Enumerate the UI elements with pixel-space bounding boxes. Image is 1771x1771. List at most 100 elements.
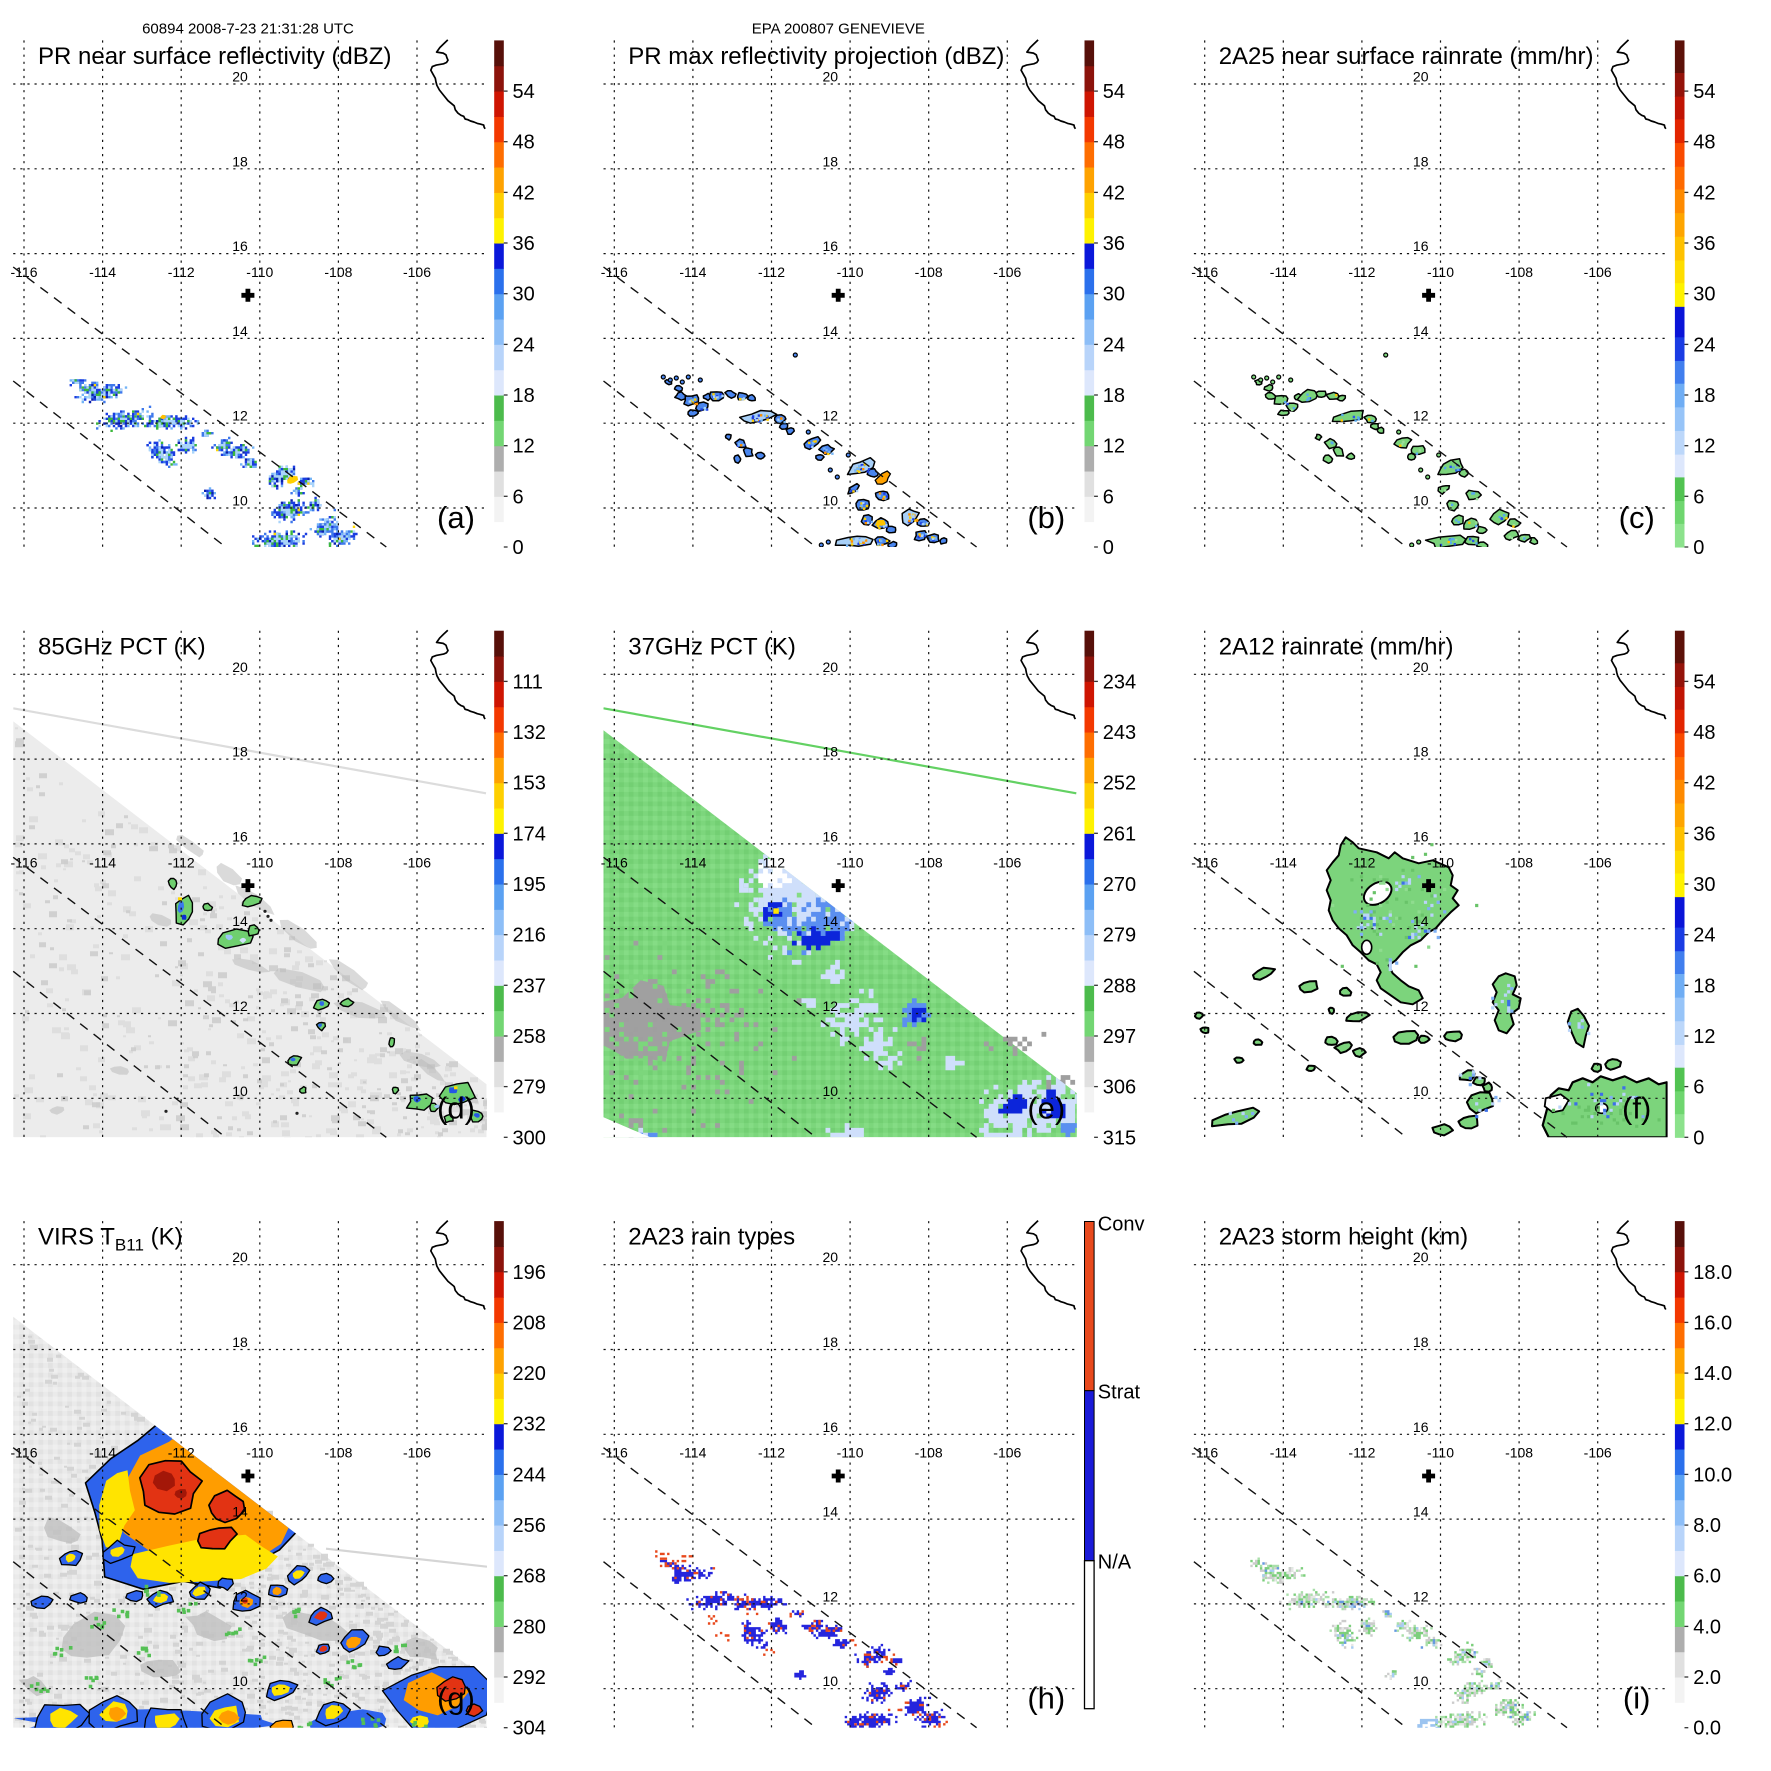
svg-text:132: 132 (513, 722, 546, 744)
svg-text:14: 14 (823, 323, 839, 339)
svg-text:36: 36 (513, 233, 535, 255)
svg-text:18: 18 (1693, 975, 1715, 997)
svg-text:24: 24 (1693, 925, 1715, 947)
svg-text:14: 14 (232, 913, 248, 929)
svg-text:Conv: Conv (1098, 1214, 1145, 1236)
svg-text:-114: -114 (1270, 264, 1297, 280)
svg-text:10: 10 (1413, 493, 1429, 509)
svg-text:10: 10 (823, 1673, 839, 1689)
svg-text:-106: -106 (993, 854, 1021, 870)
svg-text:18: 18 (1413, 153, 1429, 169)
svg-text:(f): (f) (1622, 1090, 1651, 1125)
svg-text:18: 18 (232, 744, 248, 760)
svg-text:18: 18 (823, 744, 839, 760)
svg-text:18: 18 (823, 153, 839, 169)
svg-text:-114: -114 (1270, 854, 1297, 870)
svg-text:-114: -114 (89, 264, 116, 280)
svg-text:-116: -116 (11, 264, 38, 280)
svg-text:-108: -108 (1505, 854, 1533, 870)
svg-text:244: 244 (513, 1464, 546, 1486)
svg-text:10: 10 (1413, 1673, 1429, 1689)
svg-text:-106: -106 (993, 264, 1021, 280)
svg-text:258: 258 (513, 1026, 546, 1048)
svg-text:0: 0 (1693, 537, 1704, 559)
svg-text:-106: -106 (993, 1445, 1021, 1461)
svg-text:-110: -110 (837, 264, 864, 280)
svg-text:-108: -108 (324, 264, 352, 280)
svg-text:EPA 200807 GENEVIEVE: EPA 200807 GENEVIEVE (752, 21, 925, 38)
svg-text:-112: -112 (1348, 854, 1375, 870)
svg-text:Strat: Strat (1098, 1382, 1141, 1404)
svg-text:20: 20 (823, 659, 839, 675)
svg-text:-108: -108 (1505, 264, 1533, 280)
svg-text:268: 268 (513, 1566, 546, 1588)
svg-text:24: 24 (513, 334, 535, 356)
svg-text:261: 261 (1103, 823, 1136, 845)
svg-text:-112: -112 (758, 1445, 785, 1461)
svg-text:16: 16 (823, 238, 839, 254)
svg-text:18: 18 (1693, 385, 1715, 407)
svg-text:-112: -112 (758, 854, 785, 870)
svg-text:42: 42 (513, 182, 535, 204)
svg-text:PR max reflectivity projection: PR max reflectivity projection (dBZ) (628, 43, 1004, 70)
svg-text:36: 36 (1693, 233, 1715, 255)
svg-text:-116: -116 (1191, 854, 1218, 870)
svg-text:20: 20 (1413, 69, 1429, 85)
svg-text:-108: -108 (915, 264, 943, 280)
svg-text:42: 42 (1103, 182, 1125, 204)
svg-text:54: 54 (1103, 81, 1125, 103)
svg-text:-110: -110 (246, 854, 273, 870)
svg-text:-114: -114 (89, 1445, 116, 1461)
svg-text:0.0: 0.0 (1693, 1718, 1721, 1740)
svg-text:237: 237 (513, 975, 546, 997)
svg-text:16: 16 (232, 1419, 248, 1435)
svg-text:16: 16 (232, 828, 248, 844)
svg-text:12: 12 (232, 1588, 248, 1604)
svg-text:54: 54 (513, 81, 535, 103)
svg-text:-116: -116 (601, 264, 628, 280)
svg-text:48: 48 (1693, 722, 1715, 744)
svg-text:16: 16 (232, 238, 248, 254)
svg-text:-106: -106 (1584, 854, 1612, 870)
svg-text:14: 14 (823, 1504, 839, 1520)
svg-text:16: 16 (823, 828, 839, 844)
svg-text:6: 6 (1693, 1077, 1704, 1099)
svg-text:(i): (i) (1623, 1681, 1651, 1716)
svg-text:12.0: 12.0 (1693, 1414, 1732, 1436)
svg-text:6.0: 6.0 (1693, 1566, 1721, 1588)
svg-text:2A25 near surface rainrate (mm: 2A25 near surface rainrate (mm/hr) (1219, 43, 1594, 70)
svg-text:-114: -114 (679, 1445, 706, 1461)
svg-text:-116: -116 (601, 1445, 628, 1461)
svg-text:306: 306 (1103, 1077, 1136, 1099)
svg-text:292: 292 (513, 1667, 546, 1689)
svg-text:20: 20 (232, 69, 248, 85)
svg-text:2A12 rainrate (mm/hr): 2A12 rainrate (mm/hr) (1219, 633, 1454, 660)
svg-text:270: 270 (1103, 874, 1136, 896)
svg-text:-110: -110 (246, 264, 273, 280)
svg-text:85GHz PCT (K): 85GHz PCT (K) (38, 633, 206, 660)
svg-text:-110: -110 (246, 1445, 273, 1461)
svg-text:6: 6 (513, 486, 524, 508)
svg-text:20: 20 (232, 1249, 248, 1265)
svg-text:-112: -112 (168, 264, 195, 280)
svg-text:12: 12 (1413, 408, 1429, 424)
svg-text:12: 12 (1413, 998, 1429, 1014)
svg-text:30: 30 (1103, 284, 1125, 306)
svg-text:279: 279 (513, 1077, 546, 1099)
svg-text:54: 54 (1693, 671, 1715, 693)
svg-text:18: 18 (232, 1334, 248, 1350)
svg-text:16: 16 (1413, 1419, 1429, 1435)
svg-text:300: 300 (513, 1127, 546, 1149)
svg-text:-106: -106 (403, 854, 431, 870)
svg-text:12: 12 (1693, 436, 1715, 458)
svg-text:-112: -112 (758, 264, 785, 280)
svg-text:VIRS TB11 (K): VIRS TB11 (K) (38, 1224, 183, 1255)
svg-text:12: 12 (823, 408, 839, 424)
svg-text:18: 18 (1413, 1334, 1429, 1350)
svg-text:304: 304 (513, 1718, 546, 1740)
svg-text:-108: -108 (915, 1445, 943, 1461)
svg-text:-110: -110 (837, 1445, 864, 1461)
svg-text:2A23 storm height (km): 2A23 storm height (km) (1219, 1224, 1468, 1251)
svg-text:10: 10 (823, 1083, 839, 1099)
svg-text:-114: -114 (1270, 1445, 1297, 1461)
